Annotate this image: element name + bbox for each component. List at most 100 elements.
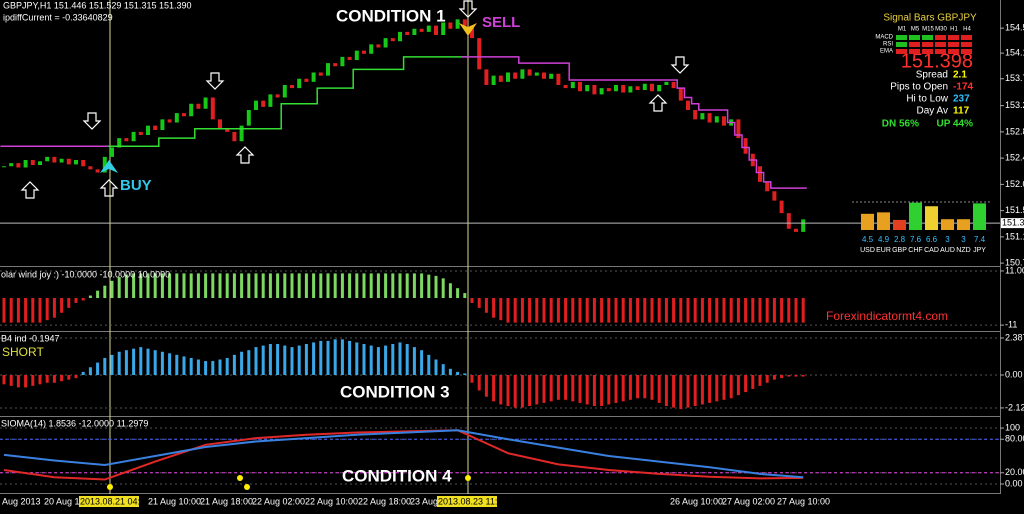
signal-cell xyxy=(948,42,959,47)
histogram-bar xyxy=(362,273,366,299)
histogram-bar xyxy=(448,368,452,376)
candle xyxy=(153,125,158,130)
histogram-bar xyxy=(153,273,157,299)
histogram-bar xyxy=(376,273,380,299)
histogram-bar xyxy=(312,273,316,299)
histogram-bar xyxy=(535,298,539,323)
candle xyxy=(498,75,503,82)
stat-value: 117 xyxy=(953,106,970,117)
strength-value: 7.6 xyxy=(910,235,922,244)
histogram-bar xyxy=(722,375,726,400)
histogram-bar xyxy=(556,298,560,323)
candle xyxy=(426,25,431,32)
candle xyxy=(693,110,698,120)
strength-value: 3 xyxy=(945,235,950,244)
y-tick-label: 11.00 xyxy=(1005,265,1024,275)
histogram-bar xyxy=(477,298,481,308)
candle xyxy=(23,160,28,168)
histogram-bar xyxy=(636,375,640,399)
currency-label: USD xyxy=(860,247,875,254)
histogram-bar xyxy=(103,357,107,376)
histogram-bar xyxy=(412,273,416,299)
candle xyxy=(642,83,647,90)
histogram-bar xyxy=(218,359,222,376)
candle xyxy=(160,119,165,130)
histogram-bar xyxy=(441,364,445,376)
strength-bar xyxy=(893,219,906,230)
stat-label: Day Av xyxy=(917,106,949,117)
histogram-bar xyxy=(9,298,13,323)
signal-cell xyxy=(922,35,933,40)
candle xyxy=(570,81,575,89)
indicator-line xyxy=(3,429,804,481)
up-text: UP 44% xyxy=(936,119,973,130)
histogram-bar xyxy=(787,375,791,377)
candle xyxy=(441,22,446,35)
price-box xyxy=(1001,218,1024,229)
candle xyxy=(448,22,453,29)
histogram-bar xyxy=(376,347,380,376)
candle xyxy=(340,56,345,67)
trail-line xyxy=(0,56,807,189)
row-label: RSI xyxy=(883,42,893,48)
signal-cell xyxy=(909,42,920,47)
histogram-bar xyxy=(628,375,632,400)
histogram-bar xyxy=(470,375,474,383)
candle xyxy=(232,131,237,142)
histogram-bar xyxy=(571,375,575,402)
candle xyxy=(210,97,215,120)
x-tick-label: 22 Aug 10:00 xyxy=(305,496,358,506)
histogram-bar xyxy=(81,371,85,376)
histogram-bar xyxy=(499,375,503,405)
strength-bar xyxy=(925,206,938,230)
candle xyxy=(758,166,762,182)
y-tick-label: 20.00 xyxy=(1005,467,1024,477)
histogram-bar xyxy=(441,278,445,299)
histogram-bar xyxy=(549,298,553,323)
candle xyxy=(74,160,78,165)
y-tick-label: 151.17 xyxy=(1005,231,1024,241)
histogram-bar xyxy=(722,298,726,323)
candle xyxy=(412,28,417,35)
x-tick-label: 2013.08.21 04:00 xyxy=(80,496,150,506)
candle xyxy=(167,119,172,123)
candle xyxy=(203,97,208,109)
candle xyxy=(225,128,230,132)
candle xyxy=(390,38,395,42)
candle xyxy=(38,161,42,165)
candle xyxy=(218,119,222,129)
histogram-bar xyxy=(412,347,416,376)
signal-cell xyxy=(961,35,972,40)
histogram-bar xyxy=(391,273,395,299)
x-tick-label: 2013.08.23 11:00 xyxy=(438,496,507,506)
signal-title: Signal Bars GBPJPY xyxy=(883,13,977,24)
candle xyxy=(462,19,467,26)
candle xyxy=(52,156,57,163)
y-tick-label: 154.51 xyxy=(1005,23,1024,33)
histogram-bar xyxy=(225,273,229,299)
strength-bar xyxy=(861,213,874,230)
histogram-bar xyxy=(16,375,20,388)
signal-cell xyxy=(935,35,946,40)
website: Forexindicatormt4.com xyxy=(826,309,948,323)
candle xyxy=(189,103,194,117)
histogram-bar xyxy=(31,375,35,386)
histogram-bar xyxy=(600,298,604,323)
histogram-bar xyxy=(542,375,546,403)
candle xyxy=(398,31,402,42)
signal-cell xyxy=(961,42,972,47)
candle xyxy=(318,72,323,76)
candle xyxy=(700,113,705,120)
histogram-bar xyxy=(520,375,524,408)
histogram-bar xyxy=(794,298,798,323)
x-tick-label: 22 Aug 18:00 xyxy=(358,496,411,506)
histogram-bar xyxy=(326,340,330,376)
histogram-bar xyxy=(535,375,539,405)
candle xyxy=(678,88,683,101)
currency-label: GBP xyxy=(892,247,907,254)
histogram-bar xyxy=(744,298,748,323)
sell-label: SELL xyxy=(482,14,520,31)
candle xyxy=(239,125,244,142)
signal-cell xyxy=(922,49,933,54)
histogram-bar xyxy=(643,375,647,399)
